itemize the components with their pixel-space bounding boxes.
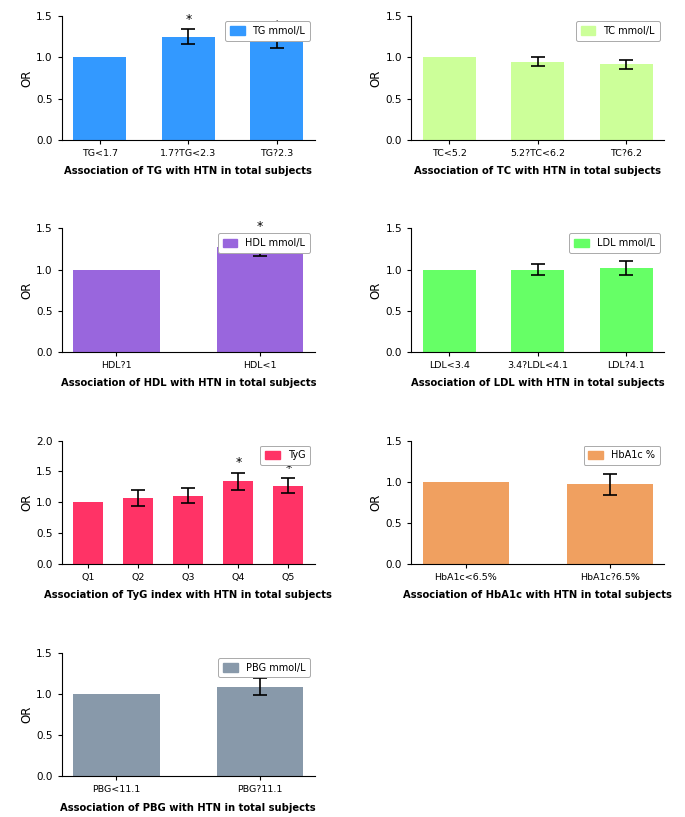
X-axis label: Association of HDL with HTN in total subjects: Association of HDL with HTN in total sub… bbox=[60, 378, 316, 388]
X-axis label: Association of LDL with HTN in total subjects: Association of LDL with HTN in total sub… bbox=[411, 378, 664, 388]
Bar bbox=[511, 270, 564, 352]
Bar bbox=[73, 502, 103, 564]
Legend: PBG mmol/L: PBG mmol/L bbox=[219, 658, 310, 677]
Y-axis label: OR: OR bbox=[370, 493, 383, 511]
Bar bbox=[223, 481, 253, 564]
Y-axis label: OR: OR bbox=[21, 493, 33, 511]
Legend: TC mmol/L: TC mmol/L bbox=[576, 21, 660, 41]
Y-axis label: OR: OR bbox=[21, 282, 33, 299]
X-axis label: Association of TyG index with HTN in total subjects: Association of TyG index with HTN in tot… bbox=[45, 591, 332, 600]
Bar bbox=[423, 482, 509, 564]
Bar bbox=[217, 247, 303, 352]
Text: *: * bbox=[235, 456, 242, 469]
Bar bbox=[423, 57, 476, 140]
Y-axis label: OR: OR bbox=[370, 69, 383, 87]
Legend: TG mmol/L: TG mmol/L bbox=[225, 21, 310, 41]
X-axis label: Association of HbA1c with HTN in total subjects: Association of HbA1c with HTN in total s… bbox=[403, 591, 672, 600]
Legend: TyG: TyG bbox=[260, 445, 310, 465]
Bar bbox=[73, 57, 126, 140]
Bar bbox=[511, 61, 564, 140]
Bar bbox=[600, 268, 653, 352]
Bar bbox=[250, 42, 303, 140]
X-axis label: Association of TC with HTN in total subjects: Association of TC with HTN in total subj… bbox=[414, 166, 661, 176]
Legend: LDL mmol/L: LDL mmol/L bbox=[569, 234, 660, 253]
Text: *: * bbox=[285, 462, 292, 475]
Legend: HbA1c %: HbA1c % bbox=[584, 445, 660, 465]
X-axis label: Association of TG with HTN in total subjects: Association of TG with HTN in total subj… bbox=[64, 166, 312, 176]
Text: *: * bbox=[257, 220, 263, 233]
Bar bbox=[273, 485, 303, 564]
Text: *: * bbox=[185, 13, 191, 26]
Y-axis label: OR: OR bbox=[21, 69, 33, 87]
Bar bbox=[423, 270, 476, 352]
Text: *: * bbox=[274, 19, 280, 32]
X-axis label: Association of PBG with HTN in total subjects: Association of PBG with HTN in total sub… bbox=[60, 802, 316, 813]
Bar bbox=[73, 694, 160, 776]
Bar bbox=[566, 484, 653, 564]
Bar bbox=[123, 498, 153, 564]
Bar bbox=[173, 496, 203, 564]
Legend: HDL mmol/L: HDL mmol/L bbox=[218, 234, 310, 253]
Y-axis label: OR: OR bbox=[370, 282, 383, 299]
Bar bbox=[73, 270, 160, 352]
Y-axis label: OR: OR bbox=[21, 706, 33, 723]
Bar bbox=[217, 686, 303, 776]
Bar bbox=[162, 37, 215, 140]
Bar bbox=[600, 64, 653, 140]
